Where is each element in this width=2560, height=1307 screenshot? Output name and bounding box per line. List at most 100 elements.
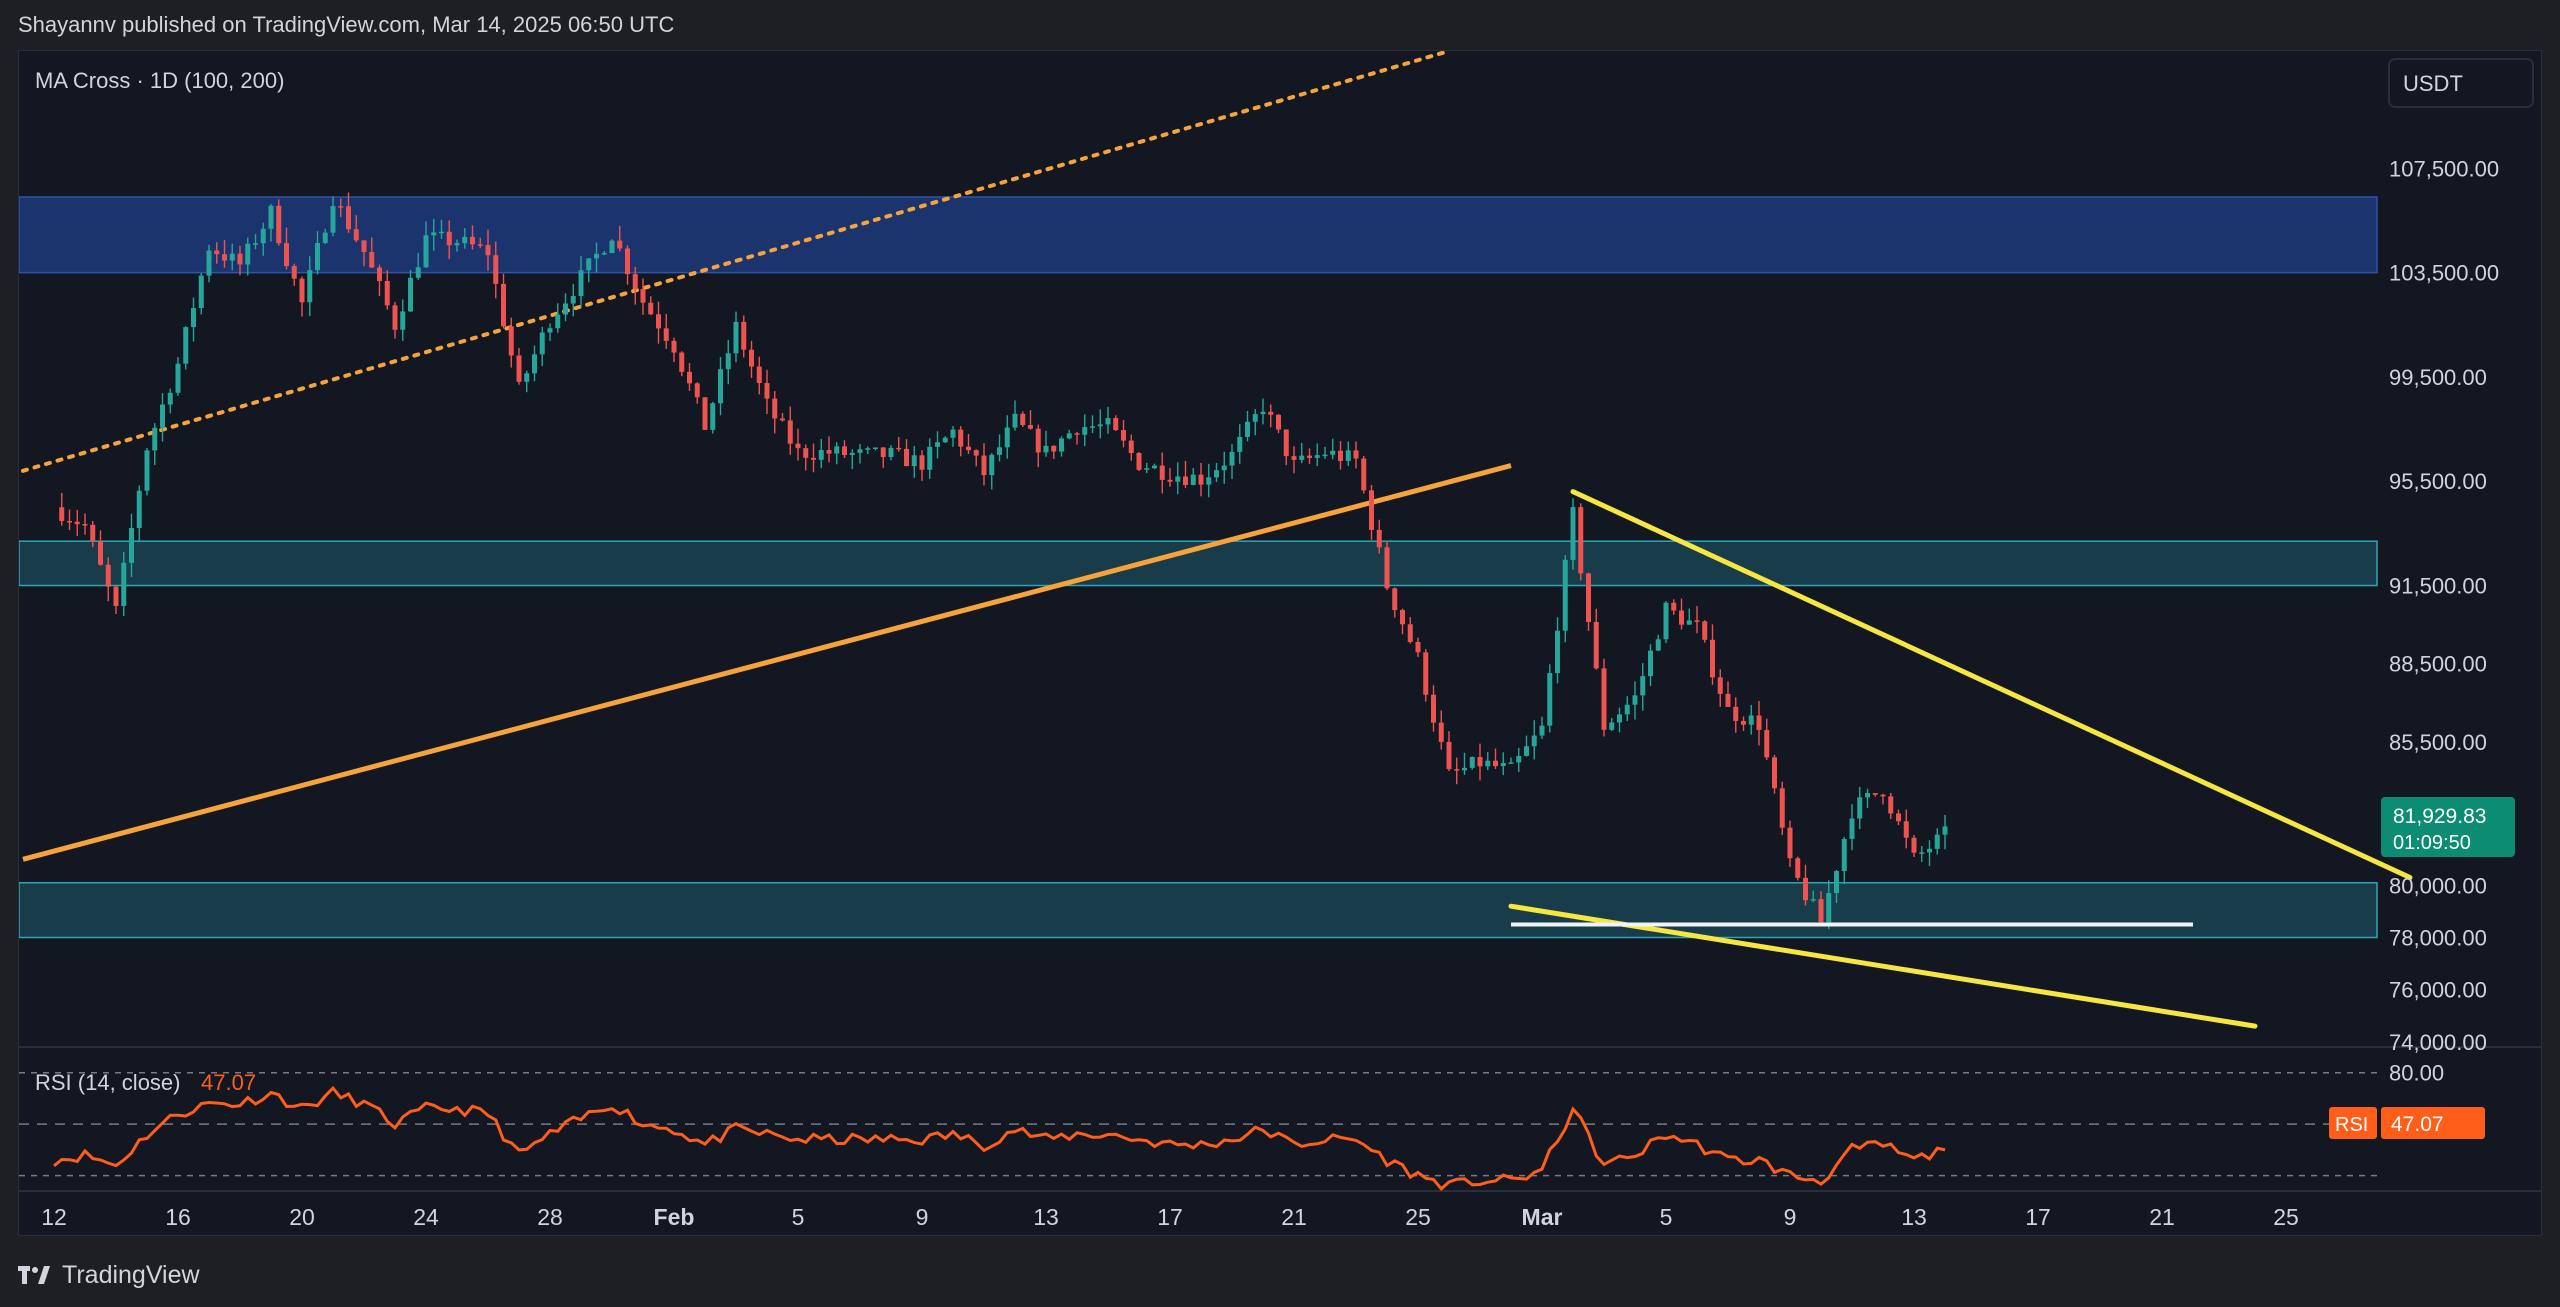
candle	[1276, 414, 1281, 434]
chart-frame[interactable]: 107,500.00 103,500.00 99,500.00 95,500.00 91…	[18, 49, 2542, 1236]
candle	[896, 436, 902, 452]
last-price-label: 81,929.83 01:09:50	[2381, 797, 2515, 857]
indicator-legend-ma[interactable]: MA Cross · 1D (100, 200)	[35, 68, 284, 93]
candle	[384, 270, 390, 310]
candle	[1872, 793, 1878, 797]
currency-button[interactable]: USDT	[2388, 58, 2534, 108]
candle	[842, 440, 847, 458]
price-tick-label: 74,000.00	[2389, 1030, 2487, 1055]
candle	[524, 370, 530, 393]
candle	[1214, 463, 1219, 482]
candle	[276, 199, 282, 246]
candle	[1764, 718, 1770, 760]
candle	[470, 225, 475, 250]
candle	[454, 239, 460, 252]
candle	[1601, 658, 1607, 737]
wedge-upper-line[interactable]	[1570, 489, 2413, 881]
candle	[222, 239, 227, 268]
candle	[1152, 463, 1157, 470]
candle	[1190, 468, 1196, 486]
candle	[299, 276, 305, 317]
candle	[1400, 608, 1405, 635]
candle	[648, 296, 654, 316]
candle	[888, 445, 894, 461]
candle	[1260, 398, 1266, 425]
price-tick-label: 80,000.00	[2389, 873, 2487, 898]
candle	[1547, 664, 1553, 733]
publisher-text: Shayannv published on TradingView.com, M…	[18, 12, 675, 37]
candle	[330, 196, 336, 237]
candle	[1415, 637, 1421, 658]
candle	[1570, 498, 1576, 570]
demand-zone[interactable]	[18, 881, 2378, 939]
candle	[1136, 451, 1142, 472]
dotted-trendline[interactable]	[21, 49, 1451, 473]
candle	[1167, 467, 1173, 487]
candle	[167, 388, 173, 414]
indicator-legend-rsi[interactable]: RSI (14, close)	[35, 1070, 181, 1095]
candle	[1857, 786, 1863, 830]
candle	[1934, 828, 1940, 855]
price-chart[interactable]: 107,500.00103,500.0099,500.0095,500.0091…	[18, 49, 2541, 1235]
candle	[741, 315, 747, 358]
candle	[183, 326, 189, 370]
candle	[1702, 620, 1708, 643]
candle	[105, 557, 111, 602]
candle	[1353, 441, 1359, 469]
candle	[408, 270, 413, 312]
candle	[423, 221, 429, 268]
candle	[1671, 599, 1677, 615]
time-tick-label: 21	[1281, 1204, 1307, 1230]
candle	[1268, 404, 1274, 428]
candle	[1074, 431, 1080, 445]
candle	[1787, 820, 1793, 867]
candle	[152, 423, 158, 466]
candle	[1376, 519, 1382, 554]
candle	[400, 299, 406, 341]
candle	[260, 222, 266, 256]
candle	[834, 442, 840, 465]
rsi-value-badge: RSI 47.07	[2329, 1107, 2485, 1139]
candle	[958, 426, 964, 457]
candle	[656, 301, 661, 344]
candle	[1648, 644, 1653, 686]
candle	[59, 492, 65, 526]
candle	[1849, 804, 1855, 851]
candle	[1159, 452, 1165, 494]
candle	[795, 428, 801, 461]
resistance-zone[interactable]	[18, 540, 2378, 587]
candle	[1508, 757, 1514, 764]
candle	[1291, 446, 1297, 474]
time-tick-label: 21	[2149, 1204, 2175, 1230]
candle	[1772, 754, 1777, 794]
candle	[880, 447, 886, 468]
time-tick-label: 12	[41, 1204, 67, 1230]
candle	[865, 446, 871, 455]
footer-brand[interactable]: TradingView	[18, 1250, 200, 1300]
candle	[446, 220, 452, 260]
candle	[919, 450, 925, 481]
price-tick-label: 103,500.00	[2389, 261, 2499, 286]
price-tick-label: 78,000.00	[2389, 925, 2487, 950]
candle	[191, 297, 196, 342]
candle	[1524, 735, 1529, 757]
candle	[1384, 541, 1390, 591]
candle	[780, 412, 785, 422]
supply-zone[interactable]	[18, 196, 2378, 274]
candle	[687, 363, 692, 391]
time-tick-label: 25	[2273, 1204, 2299, 1230]
candle	[873, 447, 878, 451]
candle	[90, 520, 96, 548]
candle	[1082, 414, 1088, 447]
candle	[1717, 669, 1723, 707]
candle	[594, 242, 599, 273]
time-tick-label: 5	[792, 1204, 805, 1230]
time-tick-label: 13	[1033, 1204, 1059, 1230]
candle	[284, 227, 289, 270]
candle	[966, 433, 971, 454]
ascending-trendline[interactable]	[22, 463, 1512, 862]
candle	[1446, 731, 1452, 772]
candle	[1810, 890, 1816, 903]
rsi-line[interactable]	[53, 1085, 1946, 1191]
candle	[1477, 743, 1483, 781]
